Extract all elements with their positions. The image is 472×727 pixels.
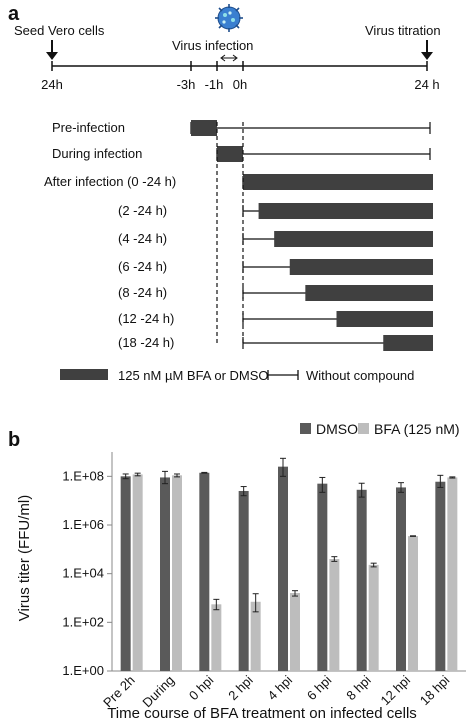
treatment-bar <box>289 259 433 275</box>
row-label: (8 -24 h) <box>118 285 167 300</box>
bar-dmso <box>120 476 131 671</box>
x-tick-label: 2 hpi <box>225 672 256 703</box>
row-label: Pre-infection <box>52 120 125 135</box>
bar-dmso <box>160 477 170 671</box>
panel-b-label: b <box>8 429 20 451</box>
row-label: (6 -24 h) <box>118 259 167 274</box>
treatment-bar <box>243 174 433 190</box>
x-tick-label: 4 hpi <box>265 672 296 703</box>
y-tick-label: 1.E+00 <box>62 663 104 678</box>
double-arrow-icon <box>220 54 238 62</box>
legend-compound-swatch <box>60 369 108 380</box>
treatment-bar <box>258 203 433 219</box>
bar-bfa <box>172 475 182 671</box>
x-tick-label: 6 hpi <box>304 672 335 703</box>
treatment-rows: Pre-infection During infection After infec… <box>44 120 433 351</box>
row-label: After infection (0 -24 h) <box>44 174 176 189</box>
bar-dmso <box>356 489 367 671</box>
treatment-bar <box>336 311 433 327</box>
y-tick-label: 1.E+08 <box>62 468 104 483</box>
bar-dmso <box>278 466 288 671</box>
bar-bfa <box>408 536 418 671</box>
treatment-bar <box>217 146 243 162</box>
y-tick-label: 1.E+06 <box>62 517 104 532</box>
infection-label: Virus infection <box>172 38 253 53</box>
tick-0h: 0h <box>233 77 247 92</box>
bar-bfa <box>250 601 261 671</box>
panel-a-label: a <box>8 3 20 25</box>
y-tick-label: 1.E+04 <box>62 566 104 581</box>
x-tick-label: 18 hpi <box>417 672 453 708</box>
titration-arrow-icon <box>421 40 433 60</box>
bar-bfa <box>132 474 143 671</box>
bar-bfa <box>329 559 340 671</box>
legend-bfa-label: BFA (125 nM) <box>374 421 460 437</box>
row-label: (4 -24 h) <box>118 231 167 246</box>
row-label: (2 -24 h) <box>118 203 167 218</box>
x-axis-label: Time course of BFA treatment on infected… <box>107 705 417 722</box>
tick-minus3h: -3h <box>177 77 196 92</box>
bar-bfa <box>211 604 222 671</box>
bar-dmso <box>238 490 249 671</box>
row-label: During infection <box>52 146 142 161</box>
treatment-bar <box>274 231 433 247</box>
bar-bfa <box>447 477 458 671</box>
y-axis-label: Virus titer (FFU/ml) <box>16 495 33 621</box>
x-tick-label: 8 hpi <box>343 672 374 703</box>
titration-label: Virus titration <box>365 23 441 38</box>
treatment-bar <box>305 285 433 301</box>
x-tick-label: 12 hpi <box>377 672 413 708</box>
bar-dmso <box>396 487 406 671</box>
legend-dmso-label: DMSO <box>316 421 358 437</box>
seed-label: Seed Vero cells <box>14 23 105 38</box>
bar-dmso <box>199 472 210 671</box>
tick-24h: 24h <box>41 77 63 92</box>
bar-dmso <box>435 481 446 671</box>
treatment-bar <box>383 335 433 351</box>
x-tick-label: 0 hpi <box>186 672 217 703</box>
tick-24h-end: 24 h <box>414 77 439 92</box>
seed-arrow-icon <box>46 40 58 60</box>
y-tick-label: 1.E+02 <box>62 614 104 629</box>
bar-bfa <box>368 564 379 671</box>
legend-without-label: Without compound <box>306 368 414 383</box>
tick-minus1h: -1h <box>205 77 224 92</box>
virus-icon <box>215 4 243 32</box>
legend-compound-label: 125 nM µM BFA or DMSO <box>118 368 269 383</box>
timeline-ticks <box>51 61 428 71</box>
row-label: (12 -24 h) <box>118 311 174 326</box>
treatment-bar <box>191 120 217 136</box>
row-label: (18 -24 h) <box>118 335 174 350</box>
legend-dmso-swatch <box>300 423 311 434</box>
legend-without-swatch <box>267 370 299 380</box>
bar-bfa <box>290 593 300 671</box>
bar-dmso <box>317 483 328 671</box>
legend-bfa-swatch <box>358 423 369 434</box>
